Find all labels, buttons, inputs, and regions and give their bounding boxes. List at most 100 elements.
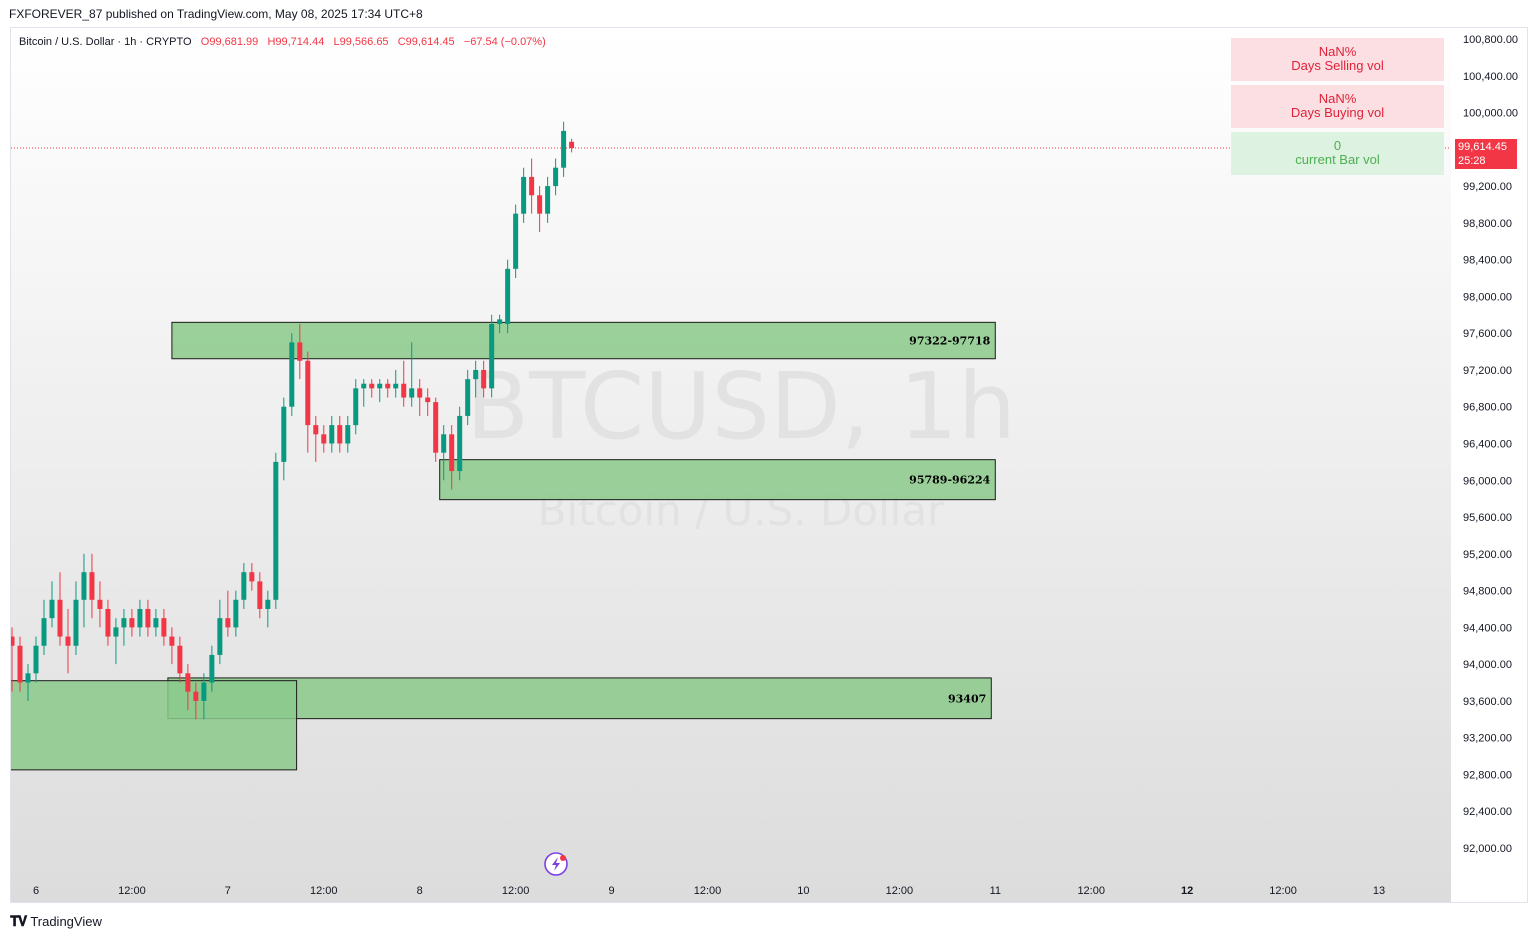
candle[interactable] bbox=[121, 608, 127, 646]
candle[interactable] bbox=[273, 452, 279, 609]
candle[interactable] bbox=[161, 608, 167, 646]
candle[interactable] bbox=[569, 138, 575, 153]
candle[interactable] bbox=[329, 415, 335, 453]
candle[interactable] bbox=[89, 553, 95, 619]
candle[interactable] bbox=[553, 158, 559, 196]
candle[interactable] bbox=[393, 369, 399, 398]
symbol-legend[interactable]: Bitcoin / U.S. Dollar · 1h · CRYPTO O99,… bbox=[19, 36, 546, 48]
candle[interactable] bbox=[177, 636, 183, 683]
candle[interactable] bbox=[41, 599, 47, 655]
price-line-layer: 99,614.45 25:28 bbox=[11, 138, 1517, 169]
candle[interactable] bbox=[433, 397, 439, 462]
candle[interactable] bbox=[457, 406, 463, 481]
candle[interactable] bbox=[17, 636, 23, 692]
time-tick-label: 12:00 bbox=[694, 885, 722, 897]
zone-box[interactable] bbox=[171, 321, 996, 360]
candle[interactable] bbox=[473, 360, 479, 398]
candle[interactable] bbox=[425, 388, 431, 416]
candle[interactable] bbox=[449, 425, 455, 490]
candle[interactable] bbox=[417, 379, 423, 416]
candlestick-chart[interactable]: BTCUSD, 1h Bitcoin / U.S. Dollar 97322-9… bbox=[11, 28, 1528, 903]
candle[interactable] bbox=[233, 590, 239, 637]
candle[interactable] bbox=[225, 590, 231, 637]
candle-body bbox=[33, 645, 39, 674]
price-tick-label: 92,400.00 bbox=[1463, 806, 1512, 818]
price-tick-label: 94,400.00 bbox=[1463, 622, 1512, 634]
candle[interactable] bbox=[265, 590, 271, 628]
zone-box[interactable] bbox=[167, 677, 992, 720]
candle[interactable] bbox=[145, 599, 151, 637]
candle-body bbox=[225, 618, 231, 628]
candle[interactable] bbox=[65, 608, 71, 674]
candle[interactable] bbox=[529, 158, 535, 214]
bar-vol-value: 0 bbox=[1333, 138, 1342, 153]
candle[interactable] bbox=[113, 618, 119, 665]
price-tick-label: 92,800.00 bbox=[1463, 769, 1512, 781]
candle[interactable] bbox=[281, 397, 287, 481]
candle-body bbox=[393, 383, 399, 389]
replay-icon[interactable] bbox=[544, 852, 568, 876]
candle[interactable] bbox=[513, 204, 519, 279]
candle[interactable] bbox=[193, 682, 199, 720]
candle[interactable] bbox=[481, 360, 487, 398]
candle[interactable] bbox=[441, 425, 447, 481]
candle[interactable] bbox=[345, 415, 351, 453]
candle[interactable] bbox=[289, 333, 295, 416]
candle[interactable] bbox=[305, 351, 311, 453]
tradingview-logo[interactable]: 𝐓𝐕 TradingView bbox=[10, 913, 102, 930]
price-axis-background bbox=[1451, 28, 1527, 902]
candle[interactable] bbox=[385, 379, 391, 398]
candle[interactable] bbox=[409, 342, 415, 407]
candle[interactable] bbox=[337, 415, 343, 453]
candle[interactable] bbox=[217, 599, 223, 665]
candle[interactable] bbox=[465, 369, 471, 426]
candle[interactable] bbox=[185, 664, 191, 711]
candle[interactable] bbox=[257, 572, 263, 619]
candle[interactable] bbox=[497, 314, 503, 334]
candle[interactable] bbox=[49, 581, 55, 628]
candle[interactable] bbox=[105, 599, 111, 646]
candle[interactable] bbox=[401, 360, 407, 407]
candle[interactable] bbox=[521, 167, 527, 223]
legend-close: C99,614.45 bbox=[397, 36, 455, 48]
candle[interactable] bbox=[201, 673, 207, 720]
candle[interactable] bbox=[169, 627, 175, 665]
candle[interactable] bbox=[97, 581, 103, 628]
candle[interactable] bbox=[241, 563, 247, 609]
current-price-label: 99,614.45 bbox=[1458, 141, 1507, 153]
candle[interactable] bbox=[81, 553, 87, 628]
candle[interactable] bbox=[11, 627, 15, 692]
candle[interactable] bbox=[377, 379, 383, 403]
candle[interactable] bbox=[137, 599, 143, 637]
candle[interactable] bbox=[25, 664, 31, 701]
candle-body bbox=[553, 167, 559, 187]
candle[interactable] bbox=[313, 415, 319, 462]
candle[interactable] bbox=[537, 186, 543, 233]
candle[interactable] bbox=[297, 323, 303, 380]
candle[interactable] bbox=[249, 563, 255, 591]
candle[interactable] bbox=[33, 636, 39, 683]
candle[interactable] bbox=[57, 572, 63, 646]
candle[interactable] bbox=[545, 176, 551, 223]
zone-box[interactable] bbox=[439, 459, 996, 501]
candle-body bbox=[57, 599, 63, 637]
price-tick-label: 98,800.00 bbox=[1463, 218, 1512, 230]
price-axis: 92,000.00 92,400.00 92,800.00 93,200.00 93,6… bbox=[1463, 34, 1518, 855]
candle[interactable] bbox=[561, 121, 567, 177]
candle[interactable] bbox=[361, 379, 367, 407]
candle[interactable] bbox=[505, 259, 511, 334]
candle[interactable] bbox=[353, 379, 359, 435]
price-tick-label: 100,400.00 bbox=[1463, 71, 1518, 83]
candle[interactable] bbox=[321, 425, 327, 453]
candle[interactable] bbox=[369, 379, 375, 398]
candle-body bbox=[433, 402, 439, 453]
time-tick-label: 12:00 bbox=[310, 885, 338, 897]
candle[interactable] bbox=[153, 608, 159, 637]
candle[interactable] bbox=[489, 314, 495, 398]
candle[interactable] bbox=[129, 608, 135, 637]
candle-body bbox=[265, 599, 271, 609]
candle[interactable] bbox=[73, 581, 79, 655]
chart-frame[interactable]: BTCUSD, 1h Bitcoin / U.S. Dollar 97322-9… bbox=[10, 27, 1528, 903]
candle[interactable] bbox=[209, 645, 215, 692]
zone-box[interactable] bbox=[11, 680, 298, 771]
